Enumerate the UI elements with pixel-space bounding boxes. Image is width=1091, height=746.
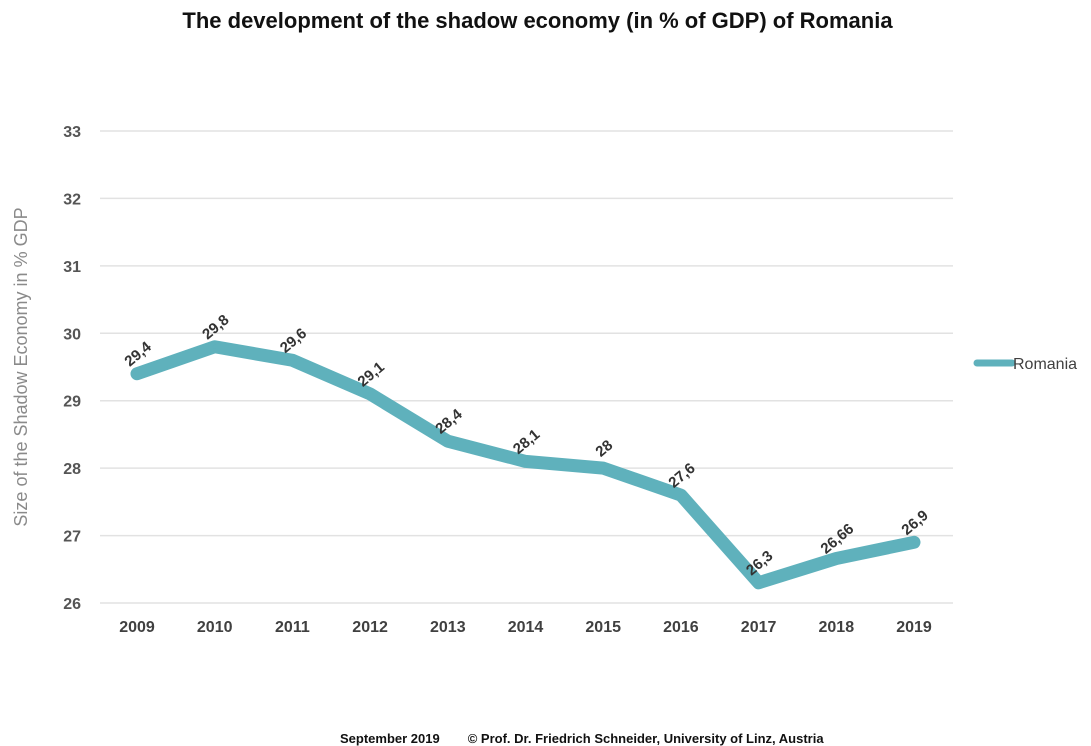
y-tick-label: 27 (63, 529, 81, 546)
y-axis-ticks: 26 27 28 29 30 31 32 33 (63, 124, 81, 613)
x-tick-label: 2018 (819, 619, 855, 636)
y-tick-label: 29 (63, 394, 81, 411)
data-point (912, 540, 916, 545)
x-tick-label: 2013 (430, 619, 466, 636)
y-tick-label: 26 (63, 596, 81, 613)
y-tick-label: 31 (63, 259, 81, 276)
chart-title: The development of the shadow economy (i… (182, 8, 893, 33)
y-tick-label: 32 (63, 191, 81, 208)
x-tick-label: 2011 (275, 619, 310, 636)
legend-label-romania: Romania (1013, 356, 1077, 373)
data-point (601, 466, 606, 471)
footer-credit: © Prof. Dr. Friedrich Schneider, Univers… (467, 731, 824, 746)
legend[interactable]: Romania (973, 356, 1077, 373)
data-label: 28 (592, 437, 616, 461)
series-layer (130, 340, 921, 590)
data-point (678, 493, 683, 498)
data-point (135, 371, 139, 376)
x-tick-label: 2014 (508, 619, 544, 636)
y-axis-label: Size of the Shadow Economy in % GDP (11, 207, 31, 526)
data-point (756, 580, 761, 585)
data-point (445, 439, 450, 444)
data-point (212, 344, 217, 349)
x-axis-ticks: 2009 2010 2011 2012 2013 2014 2015 2016 2017 2018… (119, 619, 932, 636)
footer-date: September 2019 (340, 731, 440, 746)
data-label: 26,9 (898, 507, 931, 539)
x-tick-label: 2012 (352, 619, 388, 636)
footer: September 2019 © Prof. Dr. Friedrich Schn… (340, 731, 852, 746)
x-tick-label: 2017 (741, 619, 777, 636)
data-point (523, 459, 528, 464)
series-line-romania (130, 340, 921, 590)
x-tick-label: 2009 (119, 619, 155, 636)
data-point (834, 556, 839, 561)
data-point (368, 391, 373, 396)
y-tick-label: 28 (63, 461, 81, 478)
x-tick-label: 2019 (896, 619, 932, 636)
x-tick-label: 2010 (197, 619, 233, 636)
data-label: 29,8 (199, 311, 232, 343)
y-tick-label: 30 (63, 326, 81, 343)
x-tick-label: 2015 (585, 619, 621, 636)
data-point (290, 358, 295, 363)
y-tick-label: 33 (63, 124, 81, 141)
x-tick-label: 2016 (663, 619, 699, 636)
gridlines (100, 130, 953, 604)
